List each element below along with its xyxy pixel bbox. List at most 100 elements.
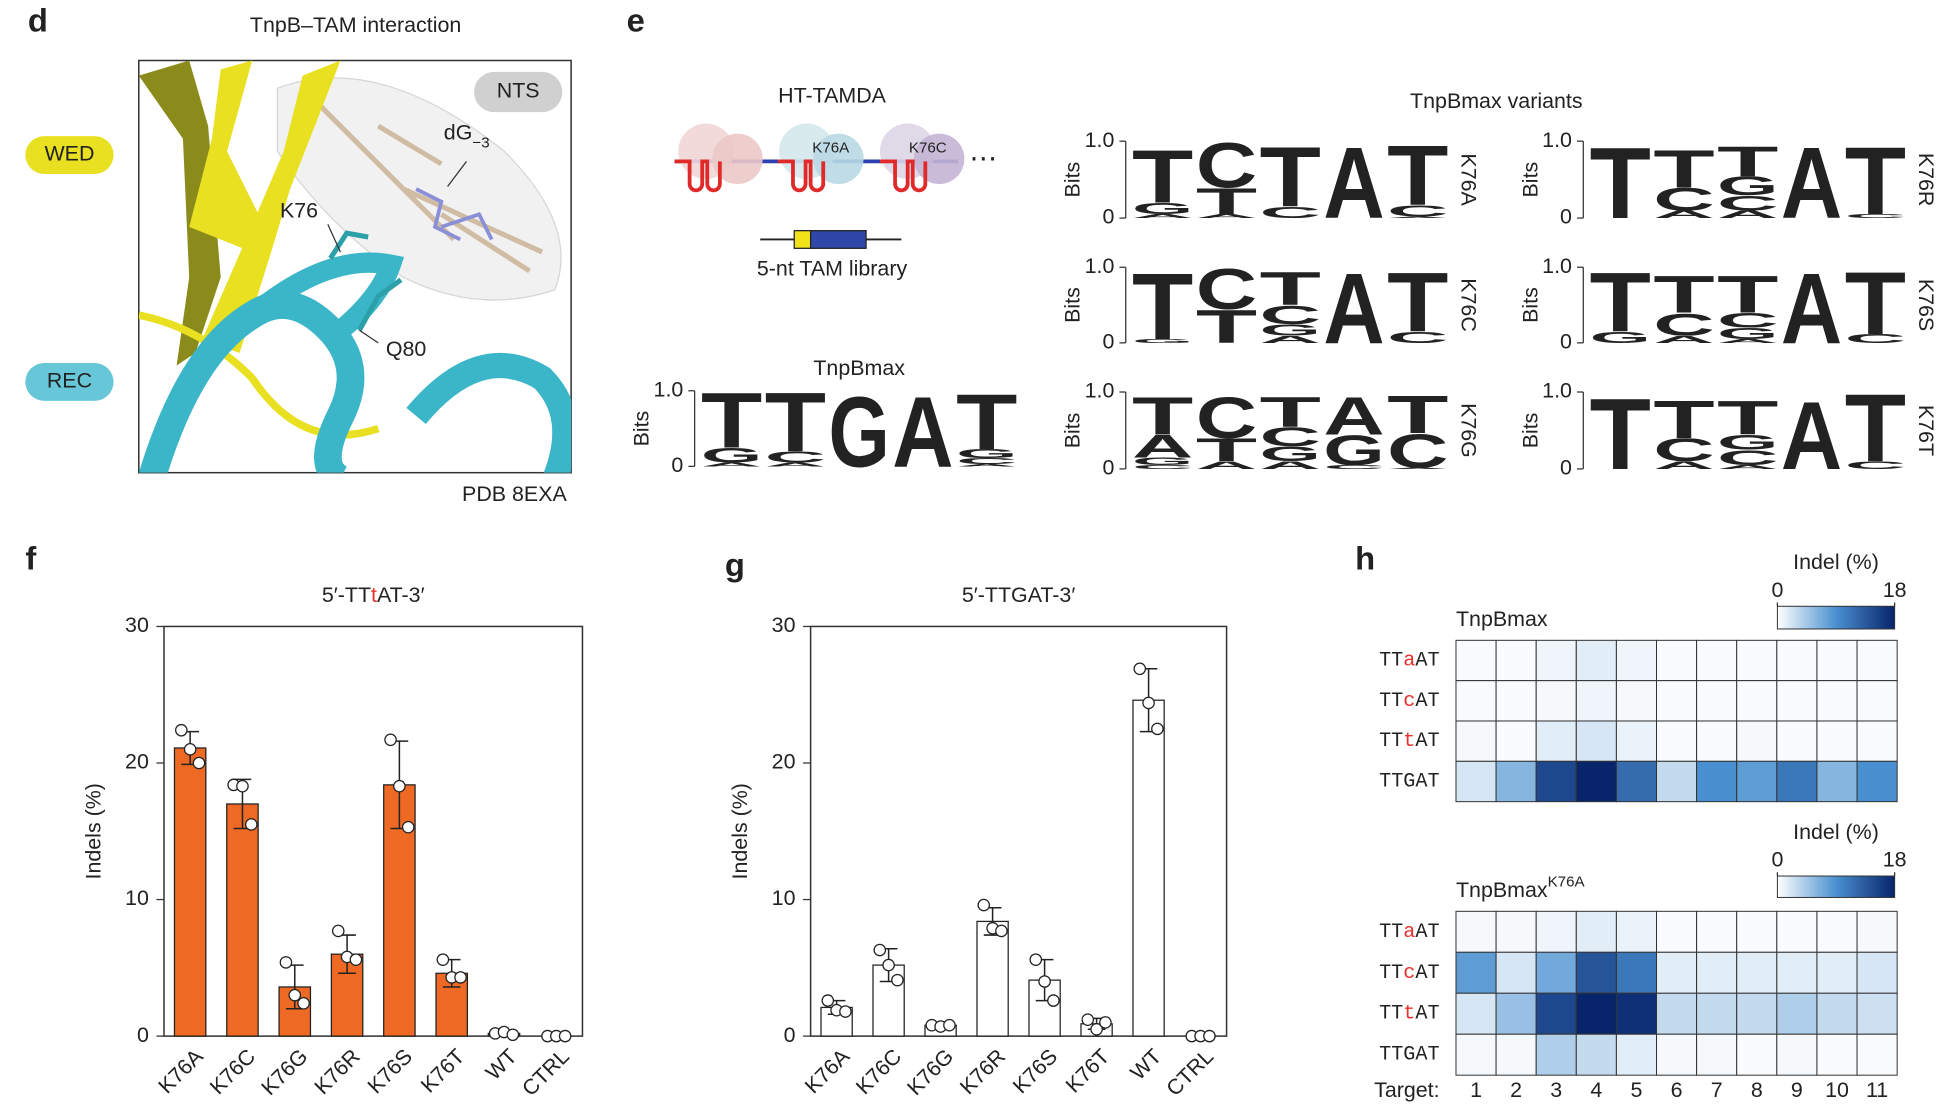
logo-letter: A — [1196, 459, 1257, 471]
heatmap-cell — [1575, 1033, 1617, 1076]
x-tick-label: K76S — [1008, 1044, 1062, 1098]
data-point — [454, 971, 467, 984]
colorbar-title: Indel (%) — [1793, 550, 1879, 574]
data-point — [1047, 994, 1060, 1007]
logo-letter: G — [1132, 456, 1193, 468]
y-tick-label: 1.0 — [1542, 379, 1572, 403]
heatmap-cell — [1615, 720, 1658, 762]
y-tick-label: 10 — [772, 886, 796, 910]
heatmap-cell — [1656, 1033, 1698, 1076]
heatmap-cell — [1535, 992, 1577, 1035]
heatmap-cell — [1816, 680, 1858, 722]
y-tick-label: 1.0 — [654, 377, 684, 401]
bar — [226, 803, 259, 1037]
logo-letter: T — [1717, 266, 1778, 324]
logo-letter: C — [1387, 202, 1448, 220]
x-tick-label: CTRL — [517, 1044, 574, 1101]
x-tick-label: K76C — [851, 1044, 906, 1099]
data-point — [558, 1029, 572, 1043]
heatmap-cell — [1816, 760, 1858, 803]
plot-frame — [163, 625, 584, 1037]
heatmap-cell — [1656, 760, 1698, 803]
heatmap-cell — [1535, 639, 1577, 682]
text-run: TT — [1379, 650, 1403, 673]
y-tick-label: 0 — [1102, 456, 1114, 480]
library-label: 5-nt TAM library — [757, 256, 908, 280]
heatmap-cell — [1856, 992, 1898, 1035]
y-axis-label: Bits — [630, 411, 654, 447]
data-point — [436, 953, 450, 966]
heatmap-cell — [1856, 760, 1898, 803]
x-tick-label: K76G — [257, 1044, 313, 1100]
logo-letter: G — [701, 444, 762, 467]
text-run: t — [1403, 730, 1415, 753]
heatmap-cell — [1696, 910, 1738, 953]
colorbar-title: Indel (%) — [1793, 820, 1879, 844]
chart-title: 5′-TTtAT-3′ — [322, 583, 425, 607]
heatmap-cell — [1696, 992, 1738, 1035]
logo-letter: G — [1260, 321, 1321, 339]
data-point — [1090, 1022, 1103, 1036]
x-tick-label: K76R — [310, 1044, 365, 1099]
heatmap-cell — [1696, 1033, 1738, 1076]
logo-letter: T — [765, 376, 826, 470]
nucleotide-subscript: −3 — [472, 135, 489, 152]
row-label: TTGAT — [1379, 771, 1439, 794]
x-tick-label: 3 — [1550, 1078, 1562, 1102]
text-run: AT — [1415, 962, 1439, 985]
row-label: TTcAT — [1379, 962, 1440, 985]
heatmap-cell — [1615, 639, 1658, 682]
x-tick-label: 7 — [1711, 1078, 1723, 1102]
y-tick-label: 30 — [772, 613, 796, 637]
logo-letter: T — [1132, 255, 1193, 360]
logo-letter: A — [1653, 209, 1714, 221]
logo-letter: C — [1845, 459, 1906, 471]
logo-label: K76S — [1914, 279, 1938, 331]
heatmap-cell — [1495, 680, 1537, 722]
heatmap-cell — [1816, 639, 1858, 682]
logo-letter: C — [1260, 300, 1321, 329]
data-point — [401, 820, 415, 834]
text-run: TT — [1379, 730, 1403, 753]
chart-title: 5′-TTGAT-3′ — [962, 583, 1075, 607]
logo-letter: T — [1196, 432, 1257, 468]
heatmap-cell — [1816, 951, 1858, 994]
y-tick-label: 0 — [1102, 330, 1114, 354]
row-label: TTaAT — [1379, 921, 1440, 944]
heatmap-cell — [1696, 951, 1738, 994]
heatmap-cell — [1575, 720, 1617, 762]
bar — [173, 747, 207, 1037]
heatmap-cell — [1736, 951, 1778, 994]
heatmap-cell — [1575, 760, 1617, 803]
heatmap-cell — [1656, 992, 1698, 1035]
schematic — [674, 123, 965, 249]
heatmap-cell — [1776, 910, 1818, 953]
text-run: TTGAT — [1379, 771, 1439, 794]
logo-letter: C — [1132, 464, 1193, 470]
heatmap-cell — [1736, 992, 1778, 1035]
colorbar — [1776, 605, 1896, 630]
heatmap-cell — [1575, 992, 1617, 1035]
logo-label: K76G — [1457, 403, 1481, 458]
text-run: 5′-TTGAT-3′ — [962, 583, 1075, 607]
title-superscript: K76A — [1548, 873, 1586, 890]
heatmap-title: TnpBmax — [1456, 607, 1548, 631]
logo-letter: C — [1845, 213, 1906, 219]
logo-letter: A — [1260, 334, 1321, 346]
heatmap-cell — [1776, 760, 1818, 803]
ellipsis: ⋯ — [969, 142, 997, 173]
logo-letter: C — [1387, 329, 1448, 347]
logo-letter: A — [1781, 127, 1842, 241]
structure-title: TnpB–TAM interaction — [250, 13, 461, 37]
text-run: TT — [1379, 690, 1403, 713]
y-axis-label: Bits — [1061, 287, 1085, 323]
heatmap-cell — [1615, 951, 1658, 994]
y-tick-label: 10 — [125, 886, 149, 910]
structure-image — [25, 59, 572, 474]
heatmap-cell — [1535, 951, 1577, 994]
data-point — [977, 898, 991, 912]
logo-letter: T — [1260, 130, 1321, 225]
logo-label: K76C — [1457, 278, 1481, 332]
source-label: PDB 8EXA — [462, 482, 567, 506]
